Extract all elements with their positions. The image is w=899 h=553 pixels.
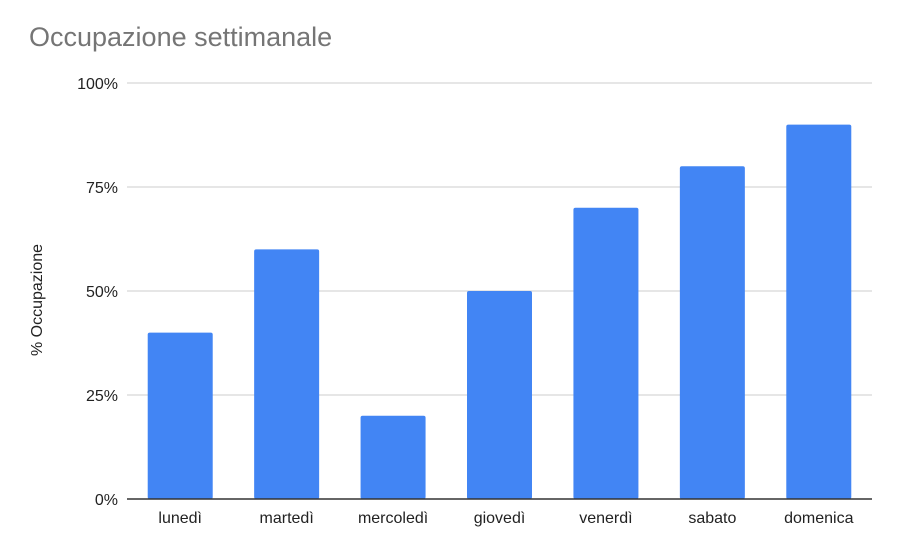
x-tick-label: domenica xyxy=(784,510,853,527)
x-tick-label: sabato xyxy=(688,510,736,527)
y-tick-label: 100% xyxy=(77,76,118,93)
bars xyxy=(147,124,852,500)
x-tick-label: lunedì xyxy=(158,510,202,527)
y-tick-label: 0% xyxy=(95,492,118,509)
y-tick-label: 75% xyxy=(86,180,118,197)
bar-2 xyxy=(360,415,426,499)
bar-4 xyxy=(573,207,639,500)
bar-0 xyxy=(147,332,213,499)
x-tick-label: venerdì xyxy=(579,510,632,527)
y-tick-label: 50% xyxy=(86,284,118,301)
x-tick-label: giovedì xyxy=(474,510,526,527)
y-tick-label: 25% xyxy=(86,388,118,405)
bar-6 xyxy=(786,124,852,499)
chart-title: Occupazione settimanale xyxy=(29,22,333,52)
bar-3 xyxy=(467,291,532,499)
bar-5 xyxy=(679,166,745,499)
x-axis-ticks: lunedì martedì mercoledì giovedì venerdì saba… xyxy=(158,510,853,527)
y-axis-label: % Occupazione xyxy=(29,244,46,356)
y-axis-ticks: 0% 25% 50% 75% 100% xyxy=(77,76,118,509)
bar-1 xyxy=(254,249,320,499)
x-tick-label: mercoledì xyxy=(358,510,428,527)
x-tick-label: martedì xyxy=(260,510,314,527)
